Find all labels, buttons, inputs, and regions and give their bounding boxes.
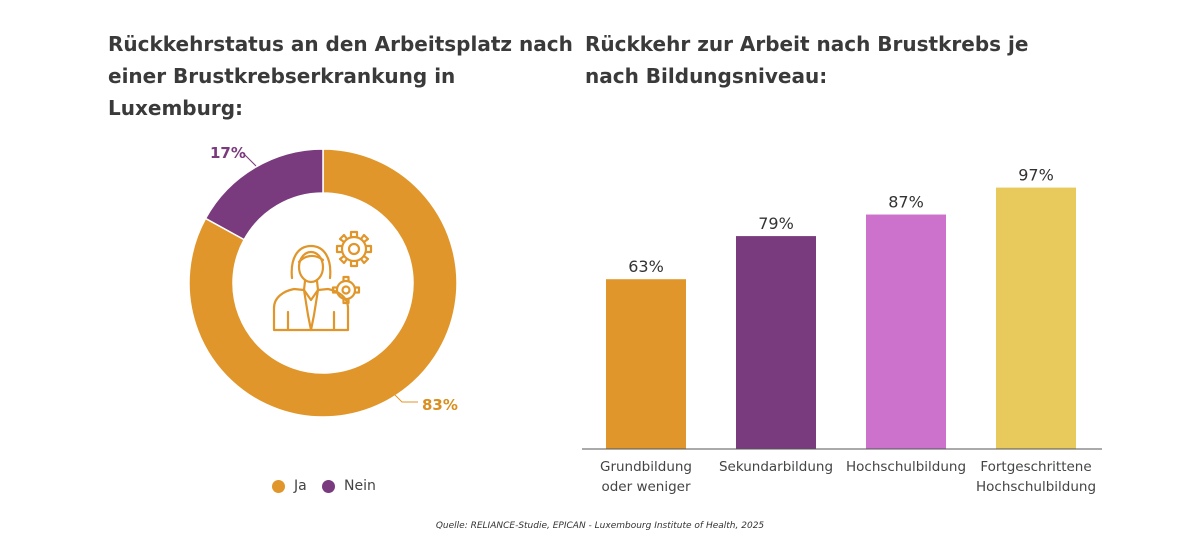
bar-2 [866,214,946,449]
donut-label-nein: 17% [210,144,246,162]
bar-value-label-3: 97% [1018,166,1054,185]
donut-slice-nein [204,148,324,241]
bar-value-label-1: 79% [758,214,794,233]
bar-value-label-0: 63% [628,257,664,276]
bar-3 [996,187,1076,449]
source-note: Quelle: RELIANCE-Studie, EPICAN - Luxemb… [435,521,765,531]
bar-category-label-3: Hochschulbildung [976,479,1096,495]
legend-item-ja: Ja [272,478,307,494]
bar-chart: 63% 79% 87% 97% Grundbildung oder weniger Sek… [582,166,1102,495]
donut-chart: 17% 83% [188,144,458,418]
bar-category-label-0: Grundbildung [600,459,692,475]
legend-item-nein: Nein [322,478,376,494]
legend-swatch-ja [272,479,285,493]
donut-slice-ja [188,148,458,418]
donut-label-ja: 83% [422,396,458,414]
bar-category-label-0: oder weniger [601,479,691,495]
bar-category-label-3: Fortgeschrittene [980,459,1091,475]
bar-1 [736,236,816,449]
legend-swatch-nein [322,479,335,493]
legend-label-ja: Ja [294,478,307,494]
person-with-gears-icon [272,230,373,332]
legend-label-nein: Nein [344,478,376,494]
donut-chart-title: Rückkehrstatus an den Arbeitsplatz nach … [108,32,573,120]
bar-value-label-2: 87% [888,193,924,212]
bar-category-label-2: Hochschulbildung [846,459,966,475]
bar-0 [606,279,686,449]
bar-category-label-1: Sekundarbildung [719,459,833,475]
bar-chart-title: Rückkehr zur Arbeit nach Brustkrebs je n… [585,32,1029,88]
